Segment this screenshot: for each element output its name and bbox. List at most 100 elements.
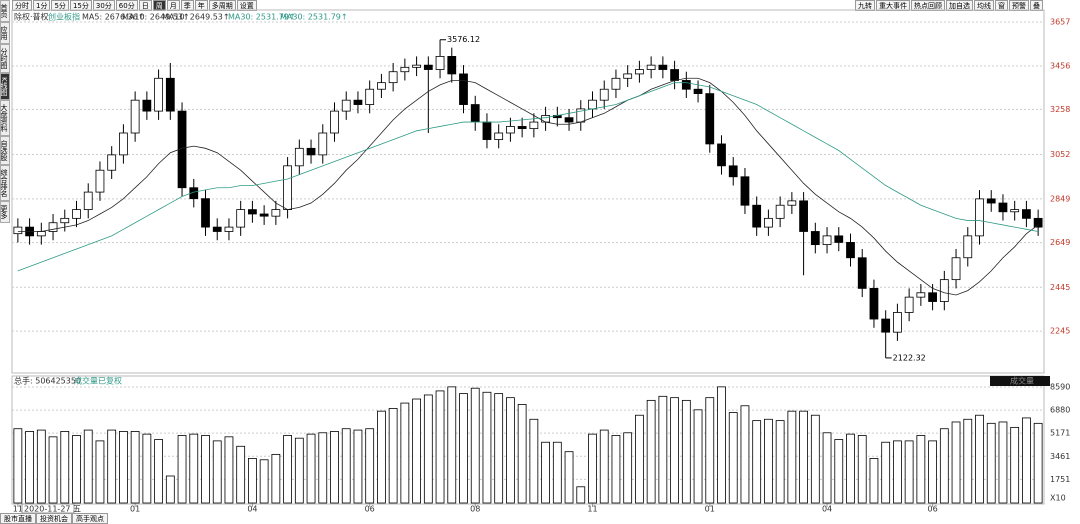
candle-body xyxy=(810,231,820,246)
side-button[interactable]: 更多 xyxy=(0,200,10,223)
volume-bar xyxy=(611,435,621,504)
side-button[interactable]: 大盘资料 xyxy=(0,99,10,136)
volume-bar xyxy=(212,440,222,504)
side-button[interactable]: 分时图 xyxy=(0,44,10,73)
x-tick-label: 11 xyxy=(13,505,23,514)
volume-bar xyxy=(705,397,715,504)
candle-body xyxy=(107,154,117,171)
candle-body xyxy=(412,64,421,68)
volume-bar xyxy=(377,410,386,504)
volume-bar xyxy=(13,428,23,504)
volume-bar xyxy=(83,429,93,504)
volume-bar xyxy=(353,429,363,504)
volume-bar xyxy=(881,441,891,504)
candle-body xyxy=(588,99,597,110)
volume-bar xyxy=(717,386,726,504)
candle-body xyxy=(599,88,609,101)
candle-body xyxy=(330,110,339,134)
volume-bar xyxy=(506,397,515,504)
bottom-tabs: 股市直播 投资机会 高手观点 xyxy=(0,513,108,524)
y-tick-label: 3052 xyxy=(1050,150,1070,159)
volume-bar xyxy=(1010,426,1020,504)
volume-bar xyxy=(928,440,937,504)
side-button[interactable]: 应用 xyxy=(0,22,10,44)
volume-bar xyxy=(670,397,679,504)
volume-bar xyxy=(48,436,58,504)
candle-body xyxy=(318,132,328,156)
candle-body xyxy=(236,209,246,228)
volume-bar xyxy=(764,418,773,504)
candle-body xyxy=(799,200,808,232)
candle-body xyxy=(764,217,773,228)
candle-body xyxy=(928,292,937,302)
tab[interactable]: 高手观点 xyxy=(72,513,108,524)
candle-body xyxy=(775,204,785,219)
x-tick-label: 06 xyxy=(927,505,937,514)
volume-bar xyxy=(998,421,1008,504)
volume-bar xyxy=(60,431,70,504)
cursor-date: 2020-11-27 五 xyxy=(24,505,81,514)
x-tick-label: 01 xyxy=(705,505,715,514)
candle-body xyxy=(740,176,750,206)
volume-bar xyxy=(189,433,199,504)
volume-bar xyxy=(306,433,316,504)
y-tick-label: 6880 xyxy=(1050,406,1070,415)
volume-bar xyxy=(846,433,855,504)
annotation: 2122.32 xyxy=(893,353,926,362)
volume-bar xyxy=(494,393,504,504)
candle-body xyxy=(353,99,363,105)
candle-body xyxy=(564,117,574,123)
candle-body xyxy=(60,217,70,224)
volume-bar xyxy=(869,458,879,504)
tab[interactable]: 股市直播 xyxy=(0,513,36,524)
x-tick-label: 08 xyxy=(470,505,480,514)
candle-body xyxy=(1010,209,1020,213)
y-tick-label: 1751 xyxy=(1050,475,1070,484)
side-button[interactable]: 自选股 xyxy=(0,135,10,165)
volume-bar xyxy=(423,394,433,504)
candle-body xyxy=(916,292,926,298)
volume-bar xyxy=(318,432,328,504)
volume-bar xyxy=(1022,417,1031,504)
volume-bar xyxy=(963,418,973,504)
volume-bar xyxy=(646,399,656,504)
candle-body xyxy=(869,287,879,320)
x-tick-label: 11 xyxy=(587,505,597,514)
side-button[interactable]: 首页 xyxy=(0,0,10,22)
volume-bar xyxy=(822,432,832,504)
candle-body xyxy=(846,242,855,259)
volume-bar xyxy=(447,386,457,504)
candle-body xyxy=(998,202,1008,213)
volume-bar xyxy=(740,405,750,504)
candle-body xyxy=(658,64,668,70)
candle-body xyxy=(693,88,703,95)
candle-body xyxy=(83,191,93,211)
volume-bar xyxy=(810,414,820,504)
volume-bar xyxy=(36,429,46,504)
side-button[interactable]: 综合排名 xyxy=(0,164,10,201)
candle-body xyxy=(119,132,128,156)
volume-bar xyxy=(470,387,480,504)
volume-bar xyxy=(939,428,949,504)
volume-bar xyxy=(271,453,281,504)
volume-bar xyxy=(154,439,163,504)
y-tick-label: 2649 xyxy=(1050,238,1070,247)
volume-bar xyxy=(365,428,375,504)
side-button[interactable]: K线图 xyxy=(0,73,10,100)
candle-body xyxy=(388,71,398,84)
volume-panel xyxy=(11,375,1045,505)
volume-bar xyxy=(165,475,175,504)
volume-bar xyxy=(459,393,468,504)
volume-bar xyxy=(576,486,586,504)
candle-body xyxy=(259,213,269,217)
candle-body xyxy=(48,222,58,232)
volume-bar xyxy=(236,445,246,504)
index-name: 创业板指 xyxy=(48,12,80,22)
x-tick-label: 01 xyxy=(130,505,140,514)
tab[interactable]: 投资机会 xyxy=(36,513,72,524)
candle-body xyxy=(494,132,504,140)
info: 除权·普权 xyxy=(14,12,49,22)
candle-body xyxy=(283,165,292,211)
volume-bar xyxy=(728,412,738,504)
